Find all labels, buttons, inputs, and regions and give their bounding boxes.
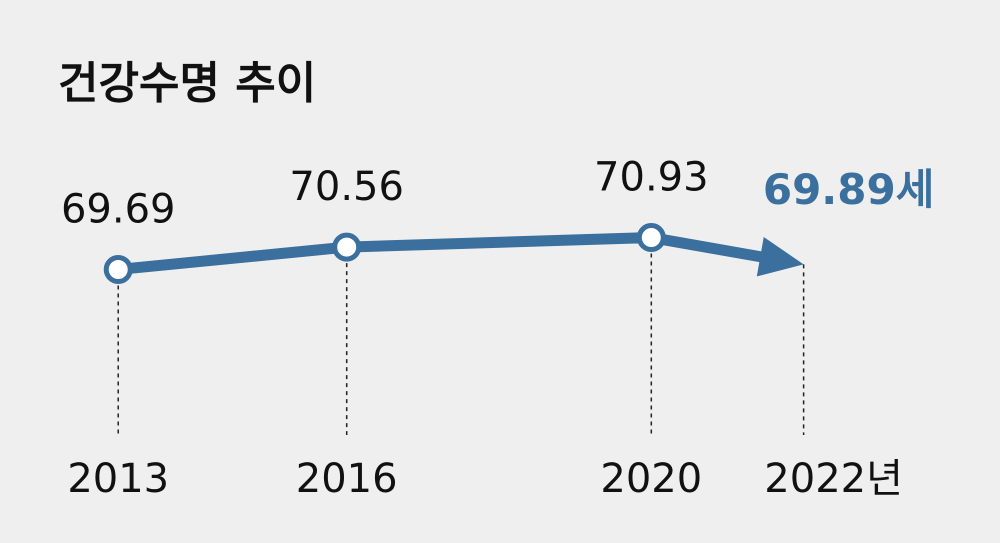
- value-label: 69.89세: [763, 165, 935, 214]
- data-point: [103, 254, 133, 284]
- chart-title: 건강수명 추이: [58, 58, 316, 109]
- data-line: [117, 232, 770, 275]
- data-point: [636, 223, 666, 253]
- x-tick-label: 2016: [296, 456, 398, 502]
- x-tick-label: 2020: [600, 456, 702, 502]
- value-label: 69.69: [61, 186, 176, 232]
- arrow-head: [756, 237, 804, 277]
- x-tick-label: 2022년: [764, 456, 903, 502]
- x-tick-label: 2013: [67, 456, 169, 502]
- value-label: 70.56: [289, 164, 404, 210]
- value-label: 70.93: [594, 155, 709, 201]
- data-point: [332, 232, 362, 262]
